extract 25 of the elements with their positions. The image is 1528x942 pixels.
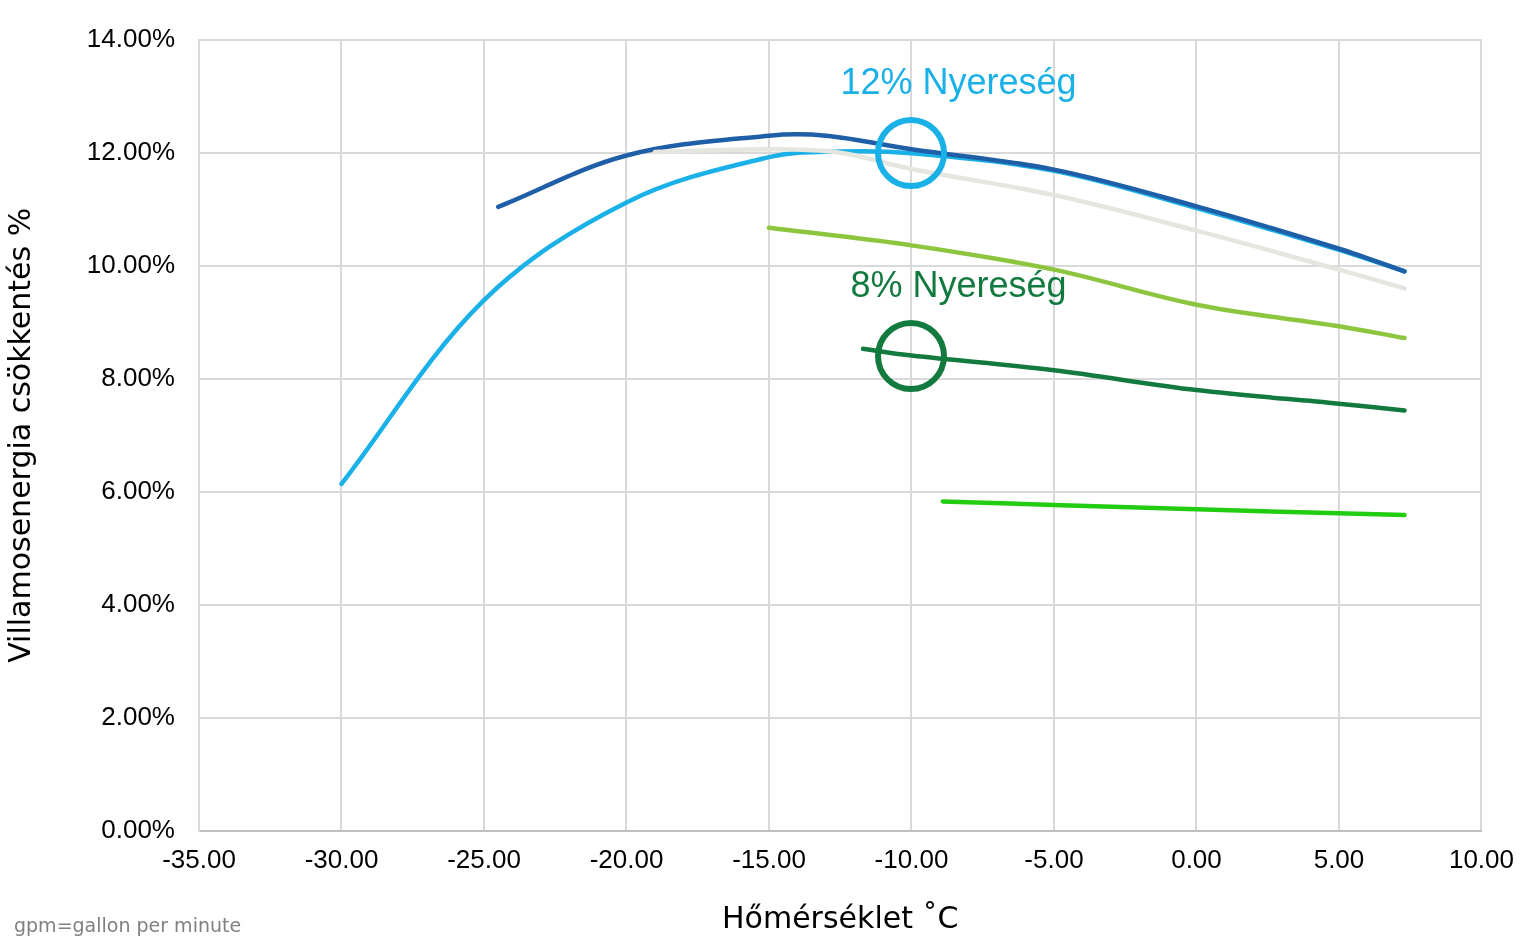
y-tick-label: 12.00% (86, 135, 175, 166)
y-tick-label: 4.00% (101, 588, 175, 619)
x-tick-label: -10.00 (874, 843, 949, 874)
x-tick-label: 0.00 (1171, 843, 1222, 874)
annotation: 12% Nyereség (840, 60, 1077, 103)
x-tick-label: -15.00 (732, 843, 806, 874)
y-axis-title: Villamosenergia csökkentés % (1, 207, 37, 663)
x-tick-label: -25.00 (447, 843, 521, 874)
text: gpm=gallon per minute (14, 914, 242, 936)
x-tick-label: -35.00 (162, 843, 236, 874)
annotation: 8% Nyereség (850, 263, 1067, 306)
line-series (766, 225, 1407, 341)
x-axis-title: Hőmérséklet ˚C (722, 899, 959, 935)
y-tick-label: 6.00% (101, 475, 175, 505)
y-tick-label: 8.00% (101, 361, 175, 392)
y-tick-label: 2.00% (101, 701, 175, 732)
x-tick-label: -30.00 (304, 843, 379, 874)
y-tick-label: 14.00% (86, 22, 175, 53)
x-tick-label: -5.00 (1024, 843, 1084, 874)
x-tick-label: 5.00 (1313, 843, 1365, 874)
y-tick-label: 10.00% (86, 248, 175, 279)
x-tick-label: 10.00 (1448, 843, 1515, 874)
line-series (860, 346, 1407, 413)
y-tick-label: 0.00% (101, 814, 175, 845)
x-tick-label: -20.00 (589, 843, 664, 874)
